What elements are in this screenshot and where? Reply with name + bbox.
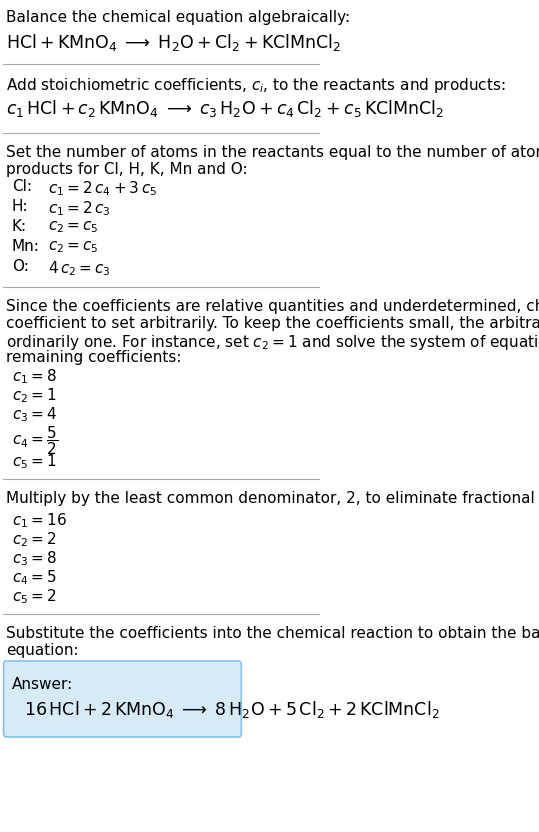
Text: $c_2 = 1$: $c_2 = 1$ [12, 386, 57, 404]
Text: Multiply by the least common denominator, 2, to eliminate fractional coefficient: Multiply by the least common denominator… [6, 491, 539, 506]
Text: Answer:: Answer: [12, 677, 73, 692]
Text: $c_4 = 5$: $c_4 = 5$ [12, 568, 57, 587]
Text: $c_2 = c_5$: $c_2 = c_5$ [48, 239, 98, 255]
Text: Set the number of atoms in the reactants equal to the number of atoms in the: Set the number of atoms in the reactants… [6, 145, 539, 160]
Text: $c_2 = c_5$: $c_2 = c_5$ [48, 219, 98, 235]
Text: $c_1\,\mathrm{HCl} + c_2\,\mathrm{KMnO_4} \;\longrightarrow\; c_3\,\mathrm{H_2O}: $c_1\,\mathrm{HCl} + c_2\,\mathrm{KMnO_4… [6, 98, 444, 119]
Text: $c_5 = 2$: $c_5 = 2$ [12, 587, 57, 606]
Text: Since the coefficients are relative quantities and underdetermined, choose a: Since the coefficients are relative quan… [6, 299, 539, 314]
Text: $c_4 = \dfrac{5}{2}$: $c_4 = \dfrac{5}{2}$ [12, 424, 58, 457]
Text: Balance the chemical equation algebraically:: Balance the chemical equation algebraica… [6, 10, 350, 25]
Text: products for Cl, H, K, Mn and O:: products for Cl, H, K, Mn and O: [6, 162, 247, 177]
Text: Mn:: Mn: [12, 239, 40, 254]
Text: $c_5 = 1$: $c_5 = 1$ [12, 452, 57, 471]
Text: K:: K: [12, 219, 27, 234]
Text: Substitute the coefficients into the chemical reaction to obtain the balanced: Substitute the coefficients into the che… [6, 626, 539, 641]
Text: $\mathrm{HCl} + \mathrm{KMnO_4} \;\longrightarrow\; \mathrm{H_2O} + \mathrm{Cl_2: $\mathrm{HCl} + \mathrm{KMnO_4} \;\longr… [6, 32, 341, 53]
Text: $4\,c_2 = c_3$: $4\,c_2 = c_3$ [48, 259, 110, 278]
Text: equation:: equation: [6, 643, 79, 658]
Text: ordinarily one. For instance, set $c_2 = 1$ and solve the system of equations fo: ordinarily one. For instance, set $c_2 =… [6, 333, 539, 352]
FancyBboxPatch shape [4, 661, 241, 737]
Text: $c_1 = 8$: $c_1 = 8$ [12, 367, 57, 386]
Text: Add stoichiometric coefficients, $c_i$, to the reactants and products:: Add stoichiometric coefficients, $c_i$, … [6, 76, 506, 95]
Text: H:: H: [12, 199, 29, 214]
Text: O:: O: [12, 259, 29, 274]
Text: $c_3 = 4$: $c_3 = 4$ [12, 405, 57, 423]
Text: Cl:: Cl: [12, 179, 32, 194]
Text: $c_1 = 2\,c_4 + 3\,c_5$: $c_1 = 2\,c_4 + 3\,c_5$ [48, 179, 157, 198]
Text: $c_1 = 2\,c_3$: $c_1 = 2\,c_3$ [48, 199, 110, 218]
Text: $c_3 = 8$: $c_3 = 8$ [12, 549, 57, 567]
Text: remaining coefficients:: remaining coefficients: [6, 350, 182, 365]
Text: $c_2 = 2$: $c_2 = 2$ [12, 530, 57, 548]
Text: coefficient to set arbitrarily. To keep the coefficients small, the arbitrary va: coefficient to set arbitrarily. To keep … [6, 316, 539, 331]
Text: $16\,\mathrm{HCl} + 2\,\mathrm{KMnO_4} \;\longrightarrow\; 8\,\mathrm{H_2O} + 5\: $16\,\mathrm{HCl} + 2\,\mathrm{KMnO_4} \… [24, 699, 439, 720]
Text: $c_1 = 16$: $c_1 = 16$ [12, 511, 67, 530]
